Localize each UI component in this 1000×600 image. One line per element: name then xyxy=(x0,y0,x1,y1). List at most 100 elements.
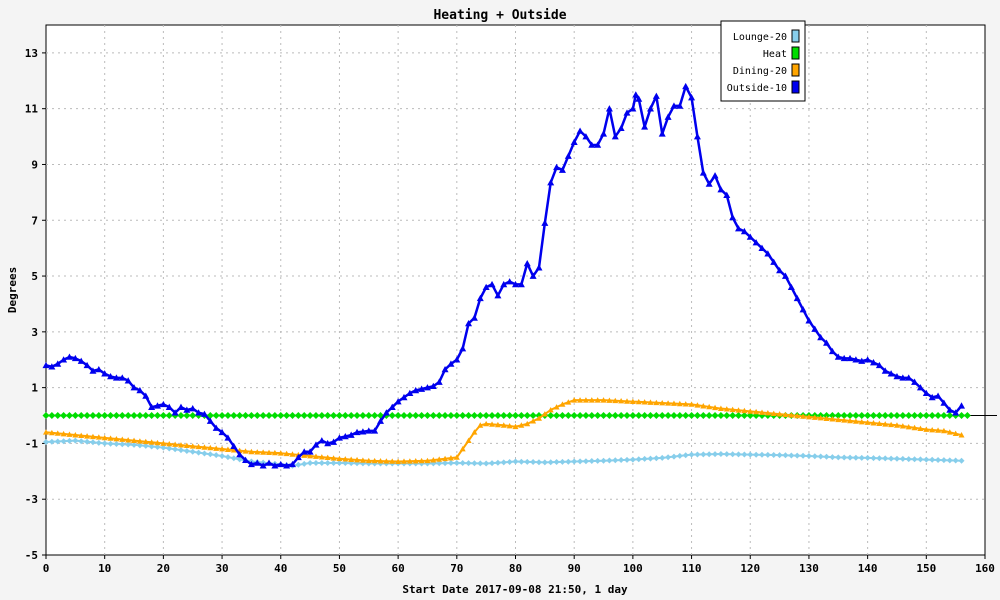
data-point xyxy=(875,361,883,369)
data-point xyxy=(746,233,754,240)
data-point xyxy=(723,451,730,458)
data-point xyxy=(112,412,120,420)
data-point xyxy=(494,421,501,428)
data-point xyxy=(230,412,238,420)
data-point xyxy=(946,406,954,413)
data-point xyxy=(629,412,637,420)
data-point xyxy=(753,408,760,415)
data-point xyxy=(330,455,337,461)
data-point xyxy=(300,448,308,455)
data-point xyxy=(107,372,115,380)
data-point xyxy=(823,412,831,420)
data-point xyxy=(893,372,901,380)
data-point xyxy=(571,458,578,465)
grid xyxy=(46,25,985,555)
data-point xyxy=(882,455,889,462)
data-point xyxy=(817,415,824,421)
data-point xyxy=(688,451,695,458)
data-point xyxy=(529,272,537,279)
data-point xyxy=(154,439,161,446)
data-point xyxy=(353,428,361,436)
y-axis-label: Degrees xyxy=(6,267,19,313)
data-point xyxy=(453,356,461,363)
data-point xyxy=(600,130,608,137)
data-point xyxy=(435,412,443,420)
data-point xyxy=(676,452,683,459)
data-point xyxy=(247,460,255,468)
data-point xyxy=(400,393,408,401)
data-point xyxy=(447,455,454,461)
data-point xyxy=(582,458,589,465)
data-point xyxy=(166,440,173,447)
data-point xyxy=(553,404,560,410)
data-point xyxy=(641,412,649,420)
data-point xyxy=(465,412,473,420)
legend-label: Heat xyxy=(763,49,787,60)
data-point xyxy=(48,363,56,370)
data-point xyxy=(612,457,619,464)
data-point xyxy=(312,441,320,448)
data-point xyxy=(758,409,765,415)
data-point xyxy=(72,432,79,438)
data-point xyxy=(354,456,361,463)
data-point xyxy=(412,412,420,420)
data-point xyxy=(905,456,912,463)
data-point xyxy=(348,456,355,462)
data-point xyxy=(259,462,267,469)
data-point xyxy=(83,361,91,369)
data-point xyxy=(500,422,507,428)
data-point xyxy=(541,411,548,417)
data-point xyxy=(306,412,314,420)
data-point xyxy=(688,94,696,101)
data-point xyxy=(335,412,343,420)
data-point xyxy=(553,412,561,420)
data-point xyxy=(864,412,872,420)
data-point xyxy=(735,412,743,420)
data-point xyxy=(66,431,73,437)
data-point xyxy=(388,403,396,410)
data-point xyxy=(89,367,97,374)
data-point xyxy=(670,453,677,460)
data-point xyxy=(148,443,155,450)
data-point xyxy=(365,427,373,434)
data-point xyxy=(617,412,625,420)
data-point xyxy=(482,412,490,420)
data-point xyxy=(101,440,108,447)
data-point xyxy=(65,412,73,420)
data-point xyxy=(483,460,490,467)
data-point xyxy=(43,439,49,446)
data-point xyxy=(42,412,50,420)
x-tick-label: 10 xyxy=(98,562,111,575)
data-point xyxy=(541,459,548,466)
data-point xyxy=(794,412,801,419)
series-heat xyxy=(42,412,971,420)
data-point xyxy=(342,456,349,462)
data-point xyxy=(84,438,91,445)
series-outside-10 xyxy=(42,82,966,469)
data-point xyxy=(882,421,889,427)
data-point xyxy=(588,141,596,148)
data-point xyxy=(629,456,636,463)
data-point xyxy=(594,141,602,148)
data-point xyxy=(224,412,232,420)
data-point xyxy=(793,294,801,302)
data-point xyxy=(881,367,889,374)
data-point xyxy=(694,402,701,408)
data-point xyxy=(676,102,684,109)
data-point xyxy=(618,457,625,464)
data-point xyxy=(840,354,848,362)
data-point xyxy=(776,266,784,274)
data-point xyxy=(172,441,179,447)
data-point xyxy=(658,130,666,137)
data-point xyxy=(729,406,736,413)
data-point xyxy=(530,418,537,424)
data-point xyxy=(259,412,267,420)
data-point xyxy=(371,412,379,420)
data-point xyxy=(83,412,91,420)
data-point xyxy=(442,460,449,467)
data-point xyxy=(177,447,184,454)
data-point xyxy=(48,438,55,445)
data-point xyxy=(189,448,196,455)
data-point xyxy=(600,457,607,464)
data-point xyxy=(781,272,789,279)
